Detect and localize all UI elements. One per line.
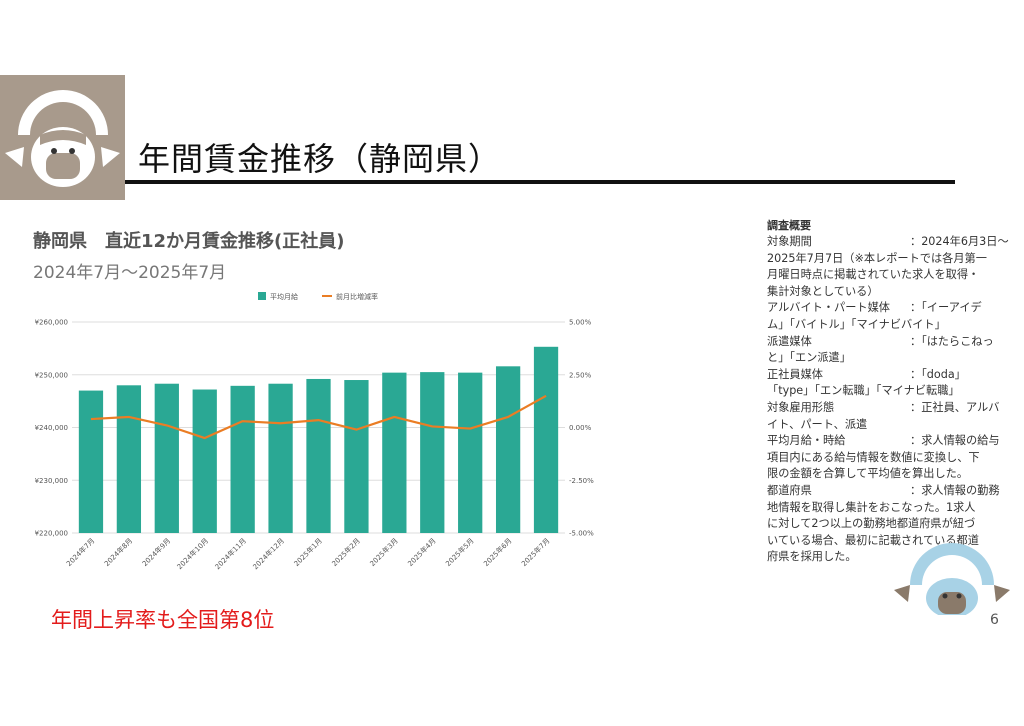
survey-text: 「type」「エン転職」「マイナビ転職」 (767, 384, 960, 398)
survey-text: に対して2つ以上の勤務地都道府県が紐づ (767, 517, 976, 531)
x-tick-label: 2025年3月 (368, 536, 400, 568)
bar (495, 366, 521, 533)
bar (420, 372, 445, 533)
x-tick-label: 2024年7月 (64, 536, 96, 568)
y-left-tick-label: ¥230,000 (35, 477, 68, 485)
survey-line: ム」「バイトル」「マイナビバイト」 (767, 317, 1019, 334)
y-right-tick-label: 0.00% (569, 424, 592, 432)
y-right-tick-label: -2.50% (569, 477, 594, 485)
bar (533, 346, 559, 533)
survey-line: に対して2つ以上の勤務地都道府県が紐づ (767, 516, 1019, 533)
chart-title: 静岡県 直近12か月賃金推移(正社員) (33, 231, 345, 252)
survey-line: 正社員媒体 ：「doda」 (767, 367, 1019, 384)
x-tick-label: 2024年10月 (175, 536, 210, 571)
page-number: 6 (990, 612, 999, 628)
survey-label: アルバイト・パート媒体 (767, 301, 890, 315)
survey-line: 限の金額を合算して平均値を算出した。 (767, 466, 1019, 483)
survey-text: ：「doda」 (910, 367, 966, 381)
survey-text: ム」「バイトル」「マイナビバイト」 (767, 317, 946, 331)
bar (306, 378, 331, 533)
legend-label: 前月比増減率 (336, 292, 378, 301)
x-tick-label: 2025年7月 (519, 536, 551, 568)
survey-heading: 調査概要 (767, 219, 811, 232)
mascot-logo (0, 75, 125, 200)
bar (382, 372, 407, 533)
survey-text: ：求人情報の勤務 (910, 483, 1000, 497)
survey-line: 「type」「エン転職」「マイナビ転職」 (767, 383, 1019, 400)
survey-line: 項目内にある給与情報を数値に変換し、下 (767, 450, 1019, 467)
y-left-tick-label: ¥240,000 (35, 424, 68, 432)
survey-label: 都道府県 (767, 483, 812, 497)
survey-label: 派遣媒体 (767, 334, 812, 348)
y-left-tick-label: ¥250,000 (35, 371, 68, 379)
x-tick-label: 2025年4月 (406, 536, 438, 568)
survey-line: アルバイト・パート媒体 ：「イーアイデ (767, 300, 1019, 317)
survey-line: 府県を採用した。 (767, 549, 1019, 566)
survey-text: 2025年7月7日（※本レポートでは各月第一 (767, 251, 987, 265)
x-tick-label: 2024年11月 (213, 536, 248, 571)
survey-text: 限の金額を合算して平均値を算出した。 (767, 467, 969, 481)
survey-text: ：求人情報の給与 (910, 434, 1000, 448)
bar (192, 389, 217, 533)
survey-line: 対象期間 ：2024年6月3日～ (767, 234, 1019, 251)
x-tick-label: 2025年6月 (482, 536, 514, 568)
x-tick-label: 2024年12月 (251, 536, 286, 571)
survey-label: 対象期間 (767, 235, 812, 248)
chart-subtitle: 2024年7月～2025年7月 (33, 263, 227, 283)
x-tick-label: 2024年8月 (102, 536, 134, 568)
x-tick-label: 2025年5月 (444, 536, 476, 568)
survey-label: 正社員媒体 (767, 367, 823, 381)
survey-text: ：2024年6月3日～ (910, 235, 1009, 248)
title-divider (125, 180, 955, 184)
legend-swatch-bar (258, 292, 266, 300)
survey-line: 2025年7月7日（※本レポートでは各月第一 (767, 251, 1019, 268)
legend-label: 平均月給 (270, 292, 298, 301)
wage-chart: ¥220,000 ¥230,000 ¥240,000 ¥250,000 ¥260,000… (35, 292, 594, 571)
survey-line: 平均月給・時給 ：求人情報の給与 (767, 433, 1019, 450)
survey-line: 月曜日時点に掲載されていた求人を取得・ (767, 267, 1019, 284)
survey-text: 項目内にある給与情報を数値に変換し、下 (767, 450, 980, 464)
survey-text: いている場合、最初に記載されている都道 (767, 533, 979, 547)
survey-line: と」「エン派遣」 (767, 350, 1019, 367)
survey-text: と」「エン派遣」 (767, 351, 851, 365)
survey-text: ：「はたらこねっ (910, 334, 994, 348)
survey-line: 派遣媒体 ：「はたらこねっ (767, 334, 1019, 351)
survey-text: 府県を採用した。 (767, 550, 857, 564)
bar (458, 372, 483, 533)
survey-notes: 対象期間 ：2024年6月3日～ 2025年7月7日（※本レポートでは各月第一 月曜日… (767, 234, 1019, 566)
x-tick-label: 2025年2月 (330, 536, 362, 568)
survey-text: ：「イーアイデ (910, 301, 982, 315)
highlight-message: 年間上昇率も全国第8位 (51, 608, 275, 632)
survey-line: 集計対象としている） (767, 284, 1019, 301)
bar (116, 385, 142, 533)
mascot-decoration (890, 540, 1015, 618)
survey-text: 月曜日時点に掲載されていた求人を取得・ (767, 268, 980, 282)
x-tick-label: 2025年1月 (292, 536, 324, 568)
x-tick-label: 2024年9月 (140, 536, 172, 568)
y-right-tick-label: -5.00% (569, 530, 594, 538)
y-left-tick-label: ¥260,000 (35, 319, 68, 327)
line-series (90, 394, 547, 440)
survey-label: 平均月給・時給 (767, 434, 846, 448)
survey-text: ：正社員、アルバ (910, 400, 1000, 414)
survey-line: 対象雇用形態 ：正社員、アルバ (767, 400, 1019, 417)
bar (230, 385, 255, 533)
survey-label: 対象雇用形態 (767, 400, 835, 414)
y-left-tick-label: ¥220,000 (35, 530, 68, 538)
y-right-tick-label: 5.00% (569, 319, 592, 327)
survey-text: 集計対象としている） (767, 284, 879, 298)
survey-line: 都道府県 ：求人情報の勤務 (767, 483, 1019, 500)
bar (78, 390, 104, 533)
survey-line: 地情報を取得し集計をおこなった。1求人 (767, 500, 1019, 517)
bar (268, 383, 293, 533)
survey-line: いている場合、最初に記載されている都道 (767, 533, 1019, 550)
y-right-tick-label: 2.50% (569, 371, 592, 379)
bar (154, 383, 179, 533)
survey-line: イト、パート、派遣 (767, 417, 1019, 434)
survey-text: 地情報を取得し集計をおこなった。1求人 (767, 500, 976, 514)
bar (344, 380, 369, 533)
survey-text: イト、パート、派遣 (767, 417, 868, 431)
page-title: 年間賃金推移（静岡県） (138, 140, 502, 178)
